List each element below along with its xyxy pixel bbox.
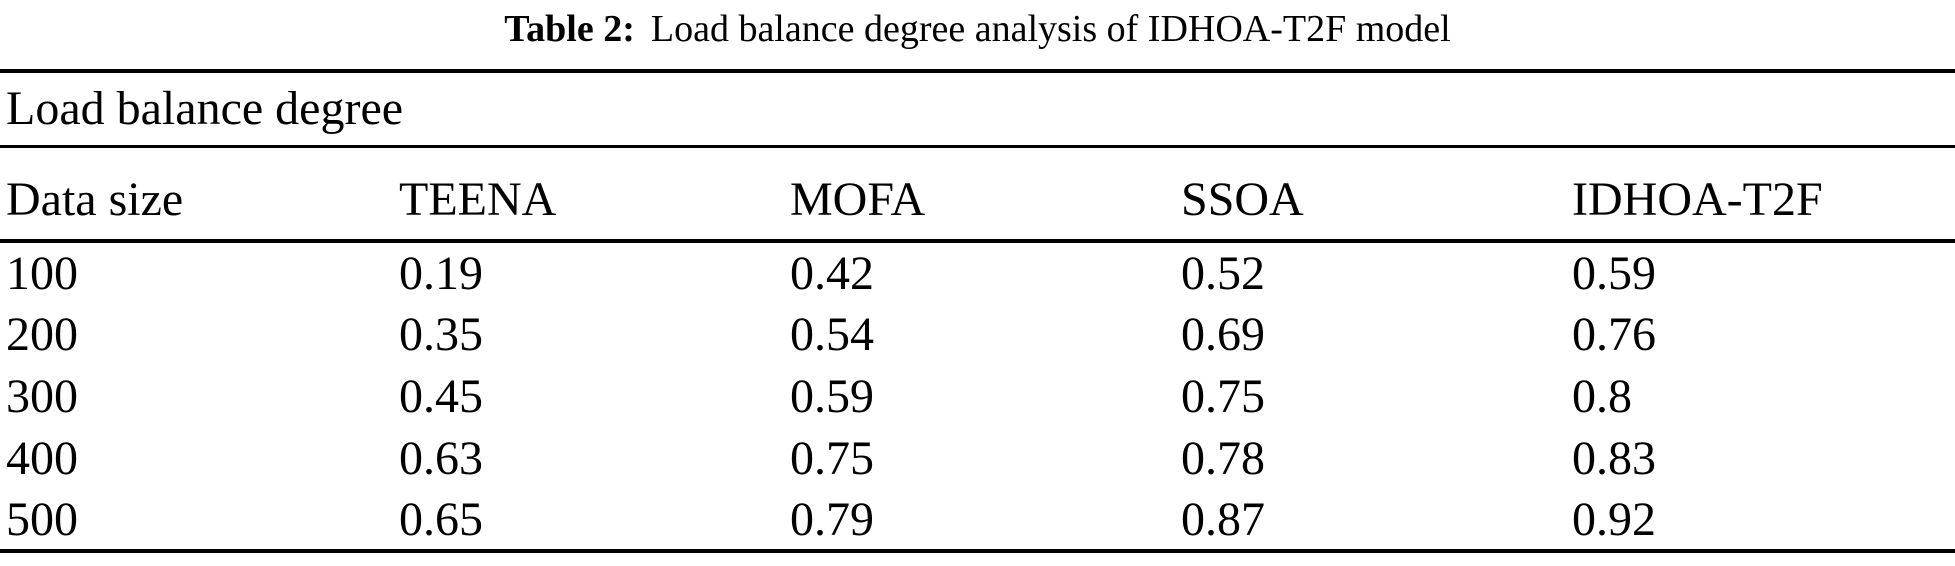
cell-teena: 0.63: [399, 431, 483, 485]
cell-mofa: 0.42: [790, 246, 874, 300]
column-header-ssoa: SSOA: [1181, 172, 1304, 226]
cell-data-size: 300: [6, 369, 78, 423]
column-header-mofa: MOFA: [790, 172, 926, 226]
cell-data-size: 400: [6, 431, 78, 485]
cell-data-size: 500: [6, 492, 78, 546]
cell-ssoa: 0.69: [1181, 307, 1265, 361]
table-row: 100 0.19 0.42 0.52 0.59: [0, 241, 1955, 303]
table-header-row: Data size TEENA MOFA SSOA IDHOA-T2F: [0, 146, 1955, 241]
cell-ssoa: 0.75: [1181, 369, 1265, 423]
cell-ssoa: 0.78: [1181, 431, 1265, 485]
group-header-cell: Load balance degree: [6, 82, 404, 136]
cell-teena: 0.45: [399, 369, 483, 423]
cell-ssoa: 0.87: [1181, 492, 1265, 546]
table-caption: Table 2: Load balance degree analysis of …: [0, 0, 1955, 69]
cell-idhoa-t2f: 0.8: [1572, 369, 1632, 423]
table-row: 500 0.65 0.79 0.87 0.92: [0, 489, 1955, 551]
table-group-header-row: Load balance degree: [0, 71, 1955, 146]
cell-teena: 0.19: [399, 246, 483, 300]
table-row: 300 0.45 0.59 0.75 0.8: [0, 365, 1955, 427]
cell-mofa: 0.59: [790, 369, 874, 423]
cell-mofa: 0.75: [790, 431, 874, 485]
cell-idhoa-t2f: 0.92: [1572, 492, 1656, 546]
cell-teena: 0.35: [399, 307, 483, 361]
column-header-data-size: Data size: [6, 172, 184, 226]
cell-idhoa-t2f: 0.59: [1572, 246, 1656, 300]
cell-ssoa: 0.52: [1181, 246, 1265, 300]
table-row: 400 0.63 0.75 0.78 0.83: [0, 427, 1955, 489]
table-caption-text: Load balance degree analysis of IDHOA-T2…: [650, 8, 1451, 50]
table-caption-label: Table 2:: [504, 8, 635, 50]
cell-idhoa-t2f: 0.76: [1572, 307, 1656, 361]
column-header-idhoa-t2f: IDHOA-T2F: [1572, 172, 1823, 226]
table-row: 200 0.35 0.54 0.69 0.76: [0, 303, 1955, 365]
cell-data-size: 200: [6, 307, 78, 361]
cell-mofa: 0.79: [790, 492, 874, 546]
column-header-teena: TEENA: [399, 172, 557, 226]
cell-mofa: 0.54: [790, 307, 874, 361]
load-balance-table: Load balance degree Data size TEENA MOFA…: [0, 69, 1955, 553]
cell-idhoa-t2f: 0.83: [1572, 431, 1656, 485]
cell-teena: 0.65: [399, 492, 483, 546]
cell-data-size: 100: [6, 246, 78, 300]
